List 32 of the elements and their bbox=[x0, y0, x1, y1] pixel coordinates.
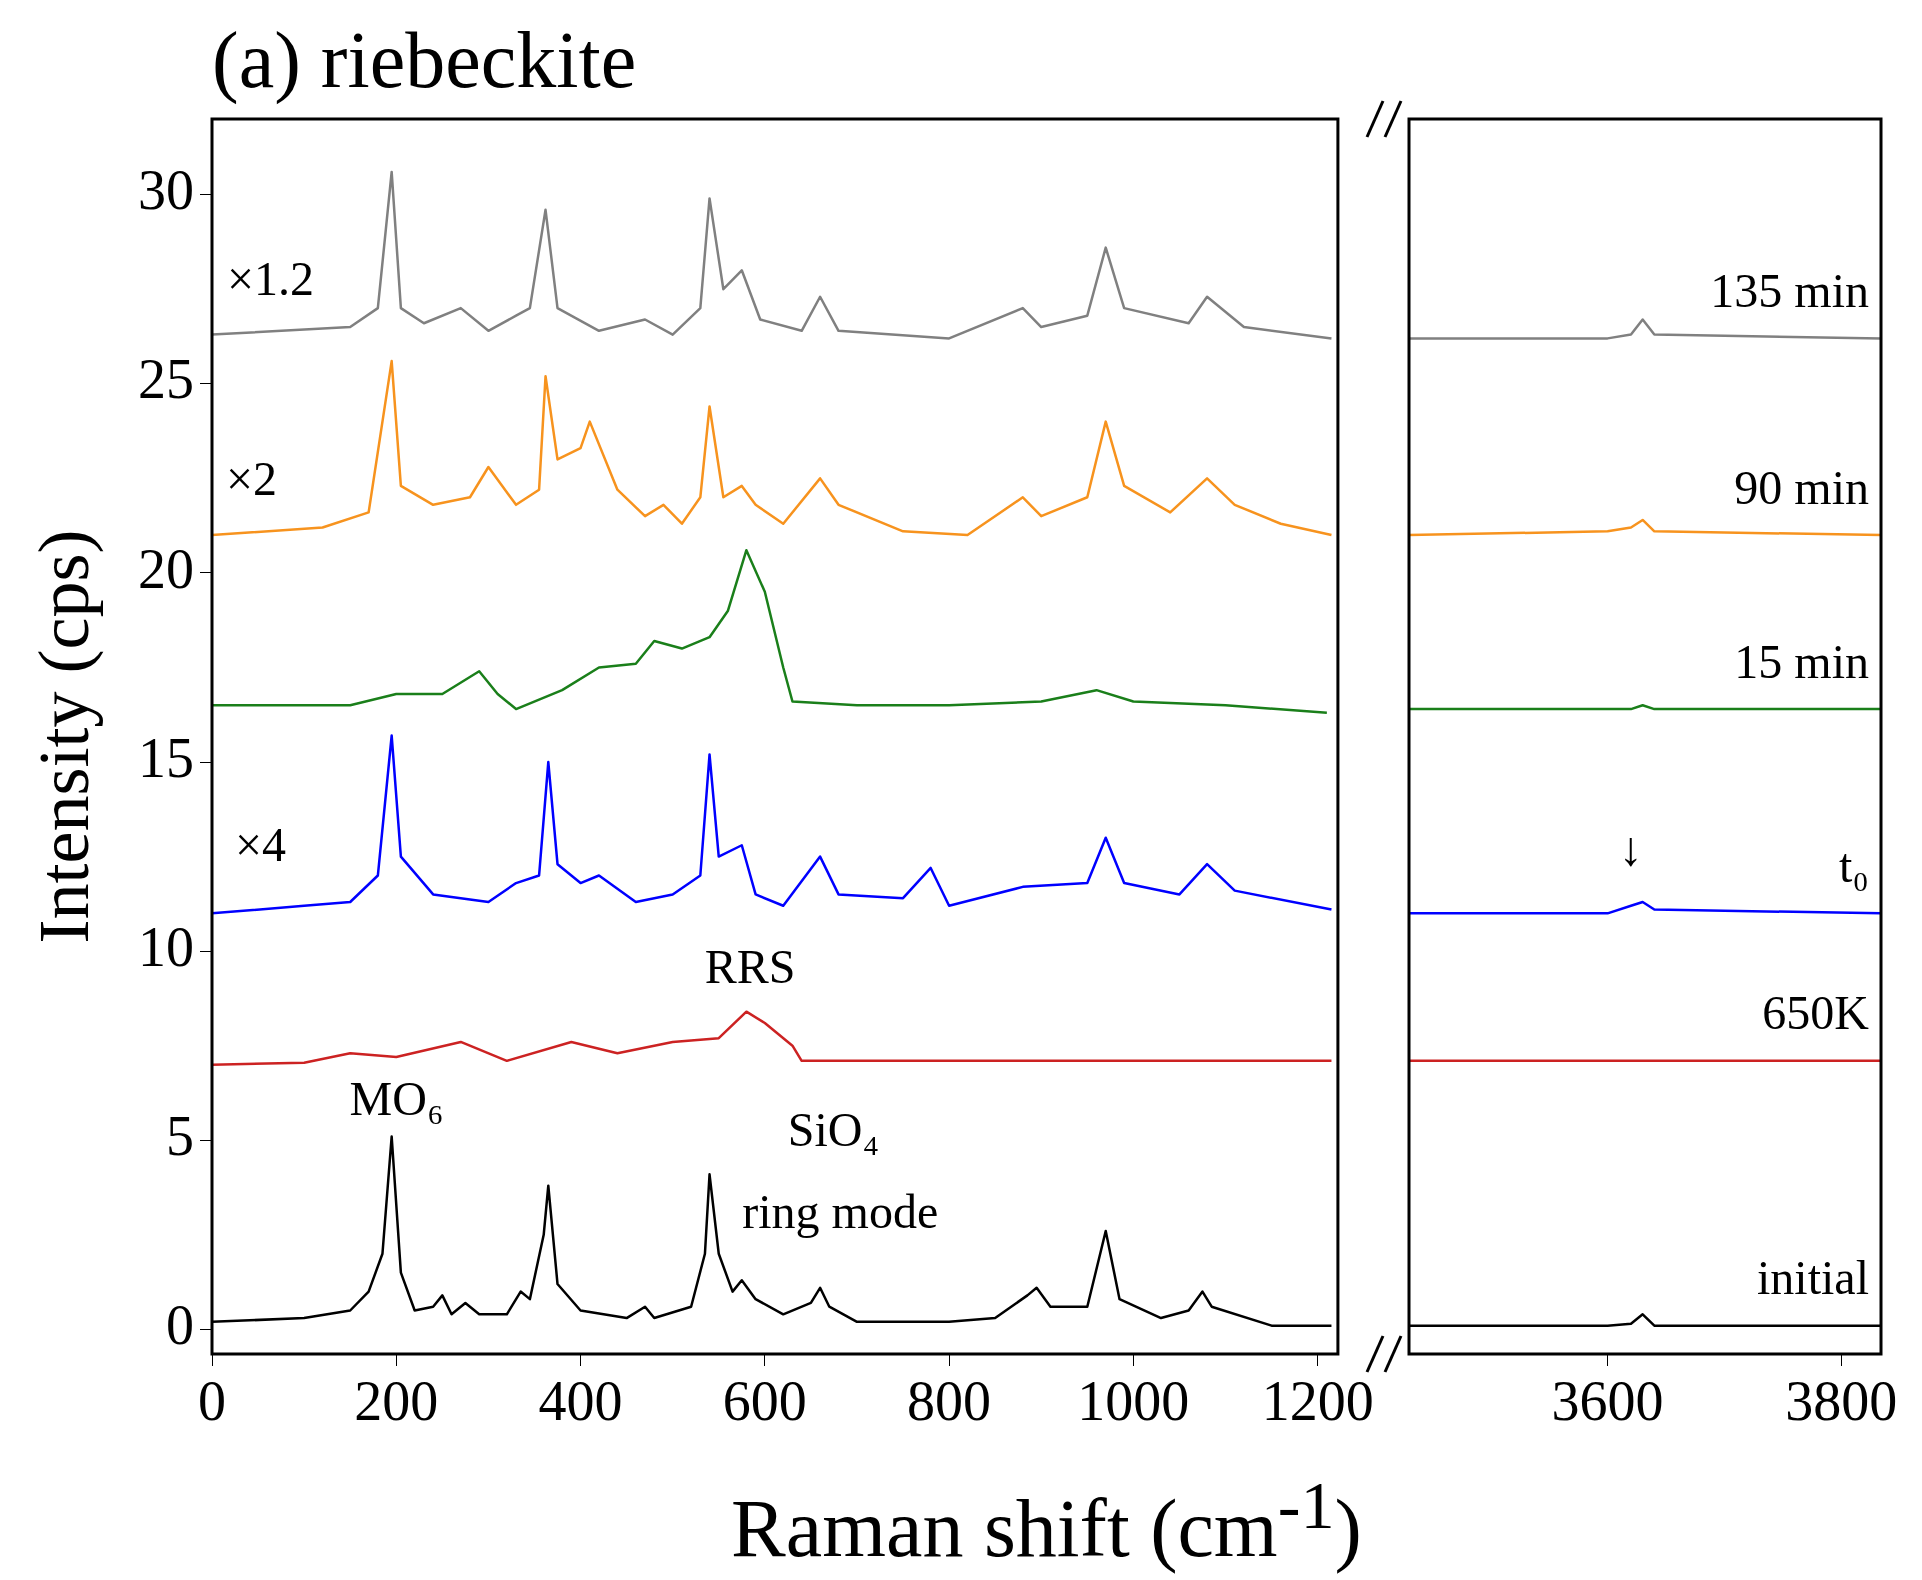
annotation: MO₆ bbox=[349, 1071, 444, 1125]
x-axis-title: Raman shift (cm$^{-1}$) bbox=[730, 1466, 1363, 1577]
y-tick-label: 0 bbox=[166, 1294, 194, 1357]
series-label: t₀ bbox=[1838, 838, 1869, 892]
y-tick-label: 20 bbox=[138, 537, 194, 600]
y-axis-title: Intensity (cps) bbox=[24, 529, 105, 944]
y-tick-label: 25 bbox=[138, 348, 194, 411]
series-label: 90 min bbox=[1734, 460, 1869, 514]
series-label: 650K bbox=[1762, 986, 1870, 1040]
x-tick-label: 1000 bbox=[1077, 1370, 1190, 1433]
x-tick-label: 600 bbox=[722, 1370, 807, 1433]
annotation: RRS bbox=[704, 939, 796, 993]
x-tick-label: 800 bbox=[907, 1370, 992, 1433]
x-tick-label: 3800 bbox=[1785, 1370, 1898, 1433]
y-tick-label: 30 bbox=[138, 159, 194, 222]
y-tick-label: 5 bbox=[166, 1104, 194, 1167]
x-tick-label: 3600 bbox=[1551, 1370, 1664, 1433]
chart-title: (a) riebeckite bbox=[212, 15, 637, 106]
x-tick-label: 200 bbox=[354, 1370, 439, 1433]
annotation: ↓ bbox=[1618, 822, 1643, 876]
x-tick-label: 400 bbox=[538, 1370, 623, 1433]
y-tick-label: 10 bbox=[138, 915, 194, 978]
annotation: ×2 bbox=[225, 451, 277, 505]
series-label: initial bbox=[1757, 1251, 1869, 1305]
annotation: ×4 bbox=[234, 818, 286, 872]
annotation: SiO₄ bbox=[787, 1102, 880, 1156]
annotation: ring mode bbox=[742, 1185, 939, 1239]
series-label: 15 min bbox=[1734, 634, 1869, 688]
x-tick-label: 1200 bbox=[1261, 1370, 1374, 1433]
y-tick-label: 15 bbox=[138, 726, 194, 789]
series-label: 135 min bbox=[1710, 264, 1869, 317]
annotation: ×1.2 bbox=[227, 251, 315, 305]
